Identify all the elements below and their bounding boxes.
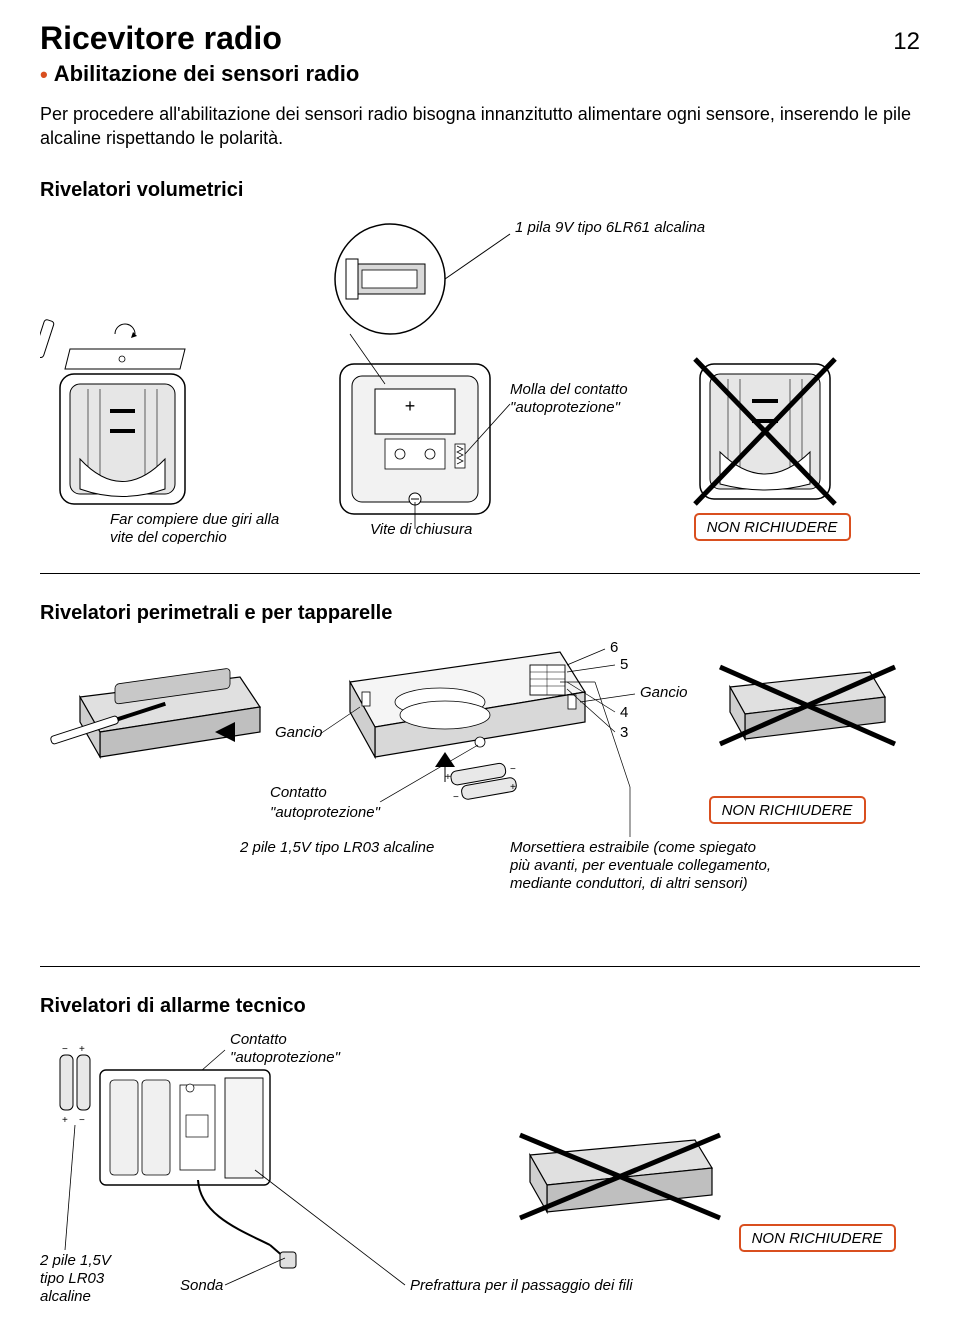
s3-batteries-icon: − + + − (60, 1044, 90, 1126)
technical-open-icon (100, 1070, 296, 1268)
s3-batt-l3: alcaline (40, 1288, 91, 1305)
section3-diagram: Contatto "autoprotezione" − (40, 1030, 920, 1315)
hook-right-label: Gancio (640, 684, 688, 701)
terminal-l1: Morsettiera estraibile (come spiegato (510, 839, 756, 856)
closure-caption: Vite di chiusura (370, 521, 472, 538)
batteries-caption: 2 pile 1,5V tipo LR03 alcaline (239, 839, 434, 856)
num5: 5 (620, 656, 628, 673)
subtitle-text: Abilitazione dei sensori radio (54, 61, 360, 86)
s3-batt-l2: tipo LR03 (40, 1270, 105, 1287)
page-number: 12 (893, 28, 920, 56)
screw-caption-l1: Far compiere due giri alla (110, 511, 279, 528)
s3-contact-l1: Contatto (230, 1031, 287, 1048)
svg-text:+: + (405, 396, 416, 416)
section2-heading: Rivelatori perimetrali e per tapparelle (40, 602, 392, 625)
section1-diagram: 1 pila 9V tipo 6LR61 alcalina (40, 214, 920, 549)
spring-caption-l2: "autoprotezione" (510, 399, 621, 416)
s3-batt-l1: 2 pile 1,5V (40, 1252, 113, 1269)
page-title: Ricevitore radio (40, 20, 282, 57)
svg-text:+: + (445, 772, 451, 783)
contact-caption-l1: Contatto (270, 784, 327, 801)
s3-contact-l2: "autoprotezione" (230, 1049, 341, 1066)
detector-crossed-icon (695, 359, 835, 504)
separator-1 (40, 573, 920, 574)
terminal-l3: mediante conduttori, di altri sensori) (510, 875, 748, 892)
s3-probe: Sonda (180, 1277, 223, 1294)
hook-left-label: Gancio (275, 724, 323, 741)
technical-crossed-icon (520, 1135, 720, 1218)
terminal-l2: più avanti, per eventuale collegamento, (509, 857, 771, 874)
num3: 3 (620, 724, 628, 741)
screw-caption-l2: vite del coperchio (110, 529, 227, 544)
intro-paragraph: Per procedere all'abilitazione dei senso… (40, 102, 920, 151)
num4: 4 (620, 704, 628, 721)
svg-text:−: − (510, 764, 516, 775)
s3-slot: Prefrattura per il passaggio dei fili (410, 1277, 633, 1294)
section2-diagram: 6 5 Gancio 4 3 Gancio + − + − (40, 637, 920, 942)
svg-text:+: + (79, 1044, 85, 1055)
page-subtitle: •Abilitazione dei sensori radio (40, 61, 920, 88)
perimetral-crossed-icon (720, 667, 895, 744)
battery-caption: 1 pila 9V tipo 6LR61 alcalina (515, 219, 705, 236)
perimetral-open-icon (350, 652, 585, 757)
svg-text:−: − (79, 1115, 85, 1126)
section1-heading: Rivelatori volumetrici (40, 179, 920, 202)
svg-text:−: − (453, 792, 459, 803)
contact-caption-l2: "autoprotezione" (270, 804, 381, 821)
separator-2 (40, 966, 920, 967)
noclose-1: NON RICHIUDERE (707, 519, 839, 536)
svg-text:+: + (62, 1115, 68, 1126)
noclose-3: NON RICHIUDERE (752, 1230, 884, 1247)
bullet-icon: • (40, 62, 48, 87)
spring-caption-l1: Molla del contatto (510, 381, 628, 398)
battery-zoom-icon (335, 224, 510, 334)
num6: 6 (610, 639, 618, 656)
detector-middle-icon: + (340, 364, 490, 514)
detector-left-icon (40, 319, 185, 504)
svg-text:−: − (62, 1044, 68, 1055)
section3-heading: Rivelatori di allarme tecnico (40, 995, 920, 1018)
perimetral-closed-icon (50, 668, 260, 757)
noclose-2: NON RICHIUDERE (722, 802, 854, 819)
batteries-icon: + − + − (445, 762, 517, 803)
svg-text:+: + (510, 782, 516, 793)
